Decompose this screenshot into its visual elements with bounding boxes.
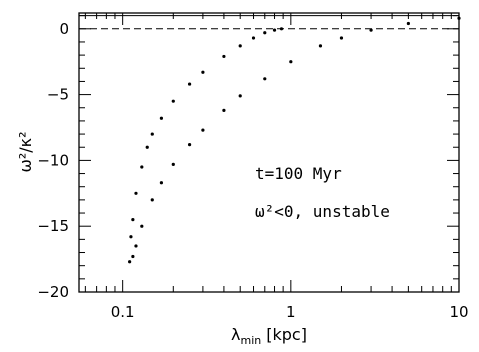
axis-ticks: 0.1 1 10 0 −5 −10 −15 −20	[37, 13, 469, 321]
data-point-s1-11	[263, 77, 267, 81]
data-point-s1-12	[289, 60, 293, 64]
annotation-unstable: ω²<0, unstable	[255, 202, 390, 221]
data-point-s1-0	[128, 260, 132, 264]
data-point-s0-4	[145, 145, 149, 149]
data-point-s0-1	[131, 218, 135, 222]
data-point-s1-2	[134, 244, 138, 248]
data-point-s1-1	[131, 254, 135, 259]
data-point-s0-0	[129, 235, 133, 239]
data-points	[128, 16, 461, 264]
x-axis-symbol: λ	[231, 325, 240, 344]
data-point-s0-9	[201, 70, 205, 74]
data-point-s1-4	[150, 198, 154, 202]
y-tick-label-4: −20	[37, 283, 69, 301]
data-point-s1-13	[318, 44, 323, 48]
data-point-s0-8	[187, 82, 192, 86]
data-point-s0-14	[272, 28, 277, 32]
y-axis-label: ω²/κ²	[16, 131, 35, 172]
data-point-s1-6	[171, 162, 175, 166]
data-point-s0-6	[159, 116, 164, 120]
data-point-s1-8	[201, 128, 205, 132]
y-tick-label-3: −15	[37, 217, 69, 235]
y-tick-label-1: −5	[47, 86, 69, 104]
y-tick-label-2: −10	[37, 151, 69, 169]
data-point-s1-3	[140, 224, 144, 228]
data-point-s0-5	[150, 132, 154, 136]
annotation-time: t=100 Myr	[255, 164, 342, 183]
data-point-s0-10	[222, 54, 226, 59]
x-axis-label: λmin [kpc]	[231, 325, 307, 347]
data-point-s0-13	[263, 31, 267, 35]
data-point-s0-3	[140, 165, 144, 169]
y-tick-label-0: 0	[59, 20, 69, 38]
x-axis-subscript: min	[241, 334, 262, 347]
data-point-s0-7	[171, 99, 175, 103]
data-point-s1-7	[187, 143, 192, 147]
data-point-s0-12	[251, 36, 256, 40]
data-point-s0-15	[279, 27, 284, 31]
data-point-s0-2	[134, 191, 138, 195]
data-point-s1-10	[238, 94, 242, 98]
data-point-s1-9	[222, 108, 226, 112]
x-tick-label-2: 10	[449, 303, 468, 321]
x-axis-unit: [kpc]	[266, 325, 307, 344]
x-tick-label-1: 1	[286, 303, 296, 321]
x-tick-label-0: 0.1	[111, 303, 135, 321]
reference-lines	[79, 15, 459, 30]
data-point-s1-5	[159, 181, 164, 185]
data-point-s1-16	[406, 21, 410, 26]
data-point-s1-14	[339, 36, 344, 40]
data-point-s0-11	[238, 44, 242, 48]
plot-frame	[78, 12, 460, 293]
data-point-s1-15	[369, 28, 373, 32]
